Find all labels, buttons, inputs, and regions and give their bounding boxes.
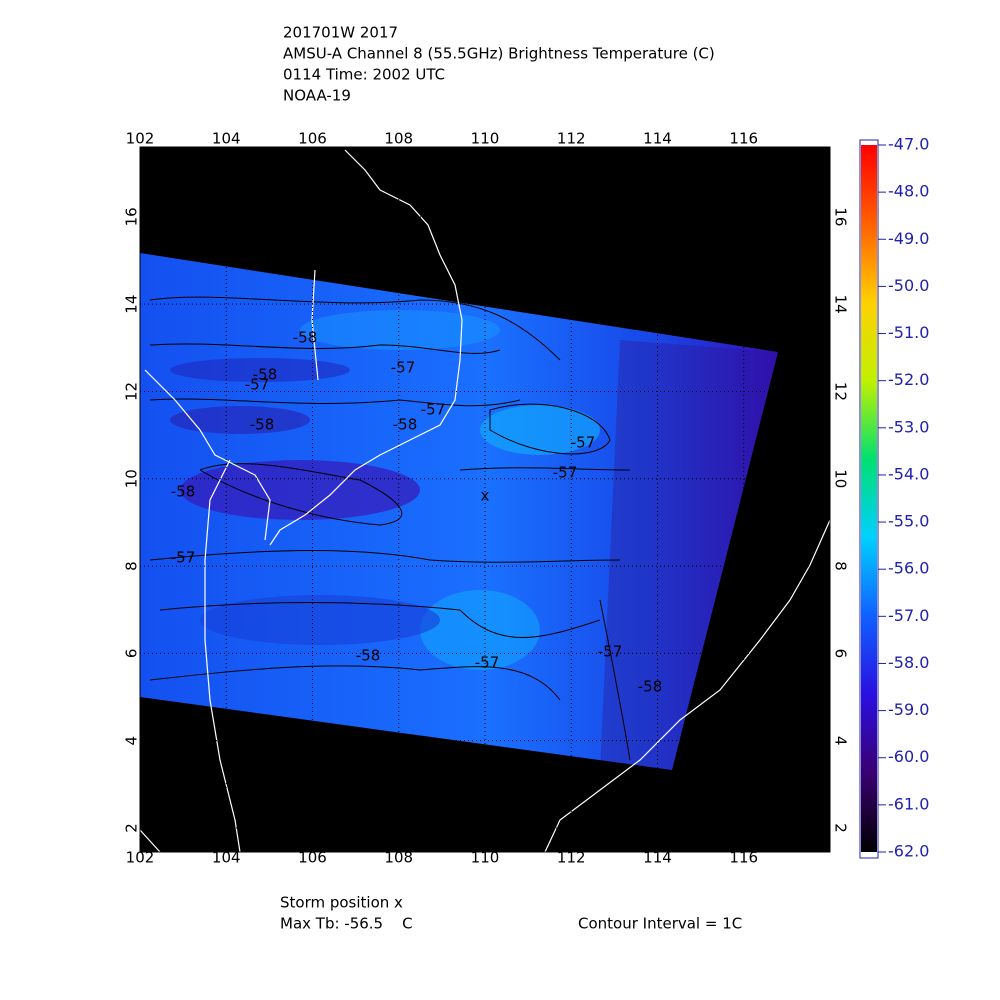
contour-label: -58	[393, 416, 418, 434]
contour-label: -58	[253, 366, 278, 384]
contour-label: -57	[553, 464, 578, 482]
footer-max-tb: Max Tb: -56.5 C	[280, 915, 413, 933]
x-tick-label: 106	[298, 130, 327, 148]
x-tick-label: 112	[557, 130, 586, 148]
header-line: 201701W 2017	[283, 24, 398, 42]
x-tick-label: 108	[384, 849, 413, 867]
y-tick-label: 12	[832, 382, 850, 401]
y-tick-label: 14	[123, 295, 141, 314]
colorbar-frame	[859, 139, 879, 859]
y-tick-label: 6	[832, 649, 850, 659]
colorbar-fill	[861, 145, 877, 852]
x-tick-label: 102	[126, 849, 155, 867]
storm-marker: x	[481, 487, 490, 505]
colorbar: -47.0 -48.0 -49.0 -50.0 -51.0 -52.0 -53.0 -54.0…	[859, 135, 929, 861]
header-line: AMSU-A Channel 8 (55.5GHz) Brightness Te…	[283, 45, 715, 63]
contour-label: -58	[250, 416, 275, 434]
x-tick-label: 110	[471, 130, 500, 148]
colorbar-label: -51.0	[888, 323, 929, 342]
x-tick-label: 114	[643, 849, 672, 867]
x-tick-label: 106	[298, 849, 327, 867]
contour-label: -57	[421, 401, 446, 419]
colorbar-label: -61.0	[888, 794, 929, 813]
contour-label: -57	[391, 359, 416, 377]
x-tick-label: 108	[384, 130, 413, 148]
x-tick-label: 110	[471, 849, 500, 867]
colorbar-label: -48.0	[888, 182, 929, 201]
contour-label: -58	[293, 329, 318, 347]
contour-label: -58	[638, 678, 663, 696]
contour-label: -57	[598, 643, 623, 661]
colorbar-label: -59.0	[888, 700, 929, 719]
colorbar-label: -49.0	[888, 229, 929, 248]
y-tick-label: 14	[832, 295, 850, 314]
contours	[149, 296, 631, 761]
x-tick-label: 116	[729, 130, 758, 148]
y-tick-label: 16	[123, 207, 141, 226]
y-tick-label: 6	[123, 649, 141, 659]
coastline	[140, 149, 830, 852]
footer-contour: Contour Interval = 1C	[578, 915, 742, 933]
grid	[140, 147, 830, 852]
colorbar-label: -50.0	[888, 276, 929, 295]
header-line: 0114 Time: 2002 UTC	[283, 66, 445, 84]
colorbar-label: -52.0	[888, 370, 929, 389]
contour-label: -57	[171, 549, 196, 567]
y-tick-label: 2	[123, 823, 141, 833]
colorbar-label: -58.0	[888, 653, 929, 672]
footer-storm: Storm position x	[280, 894, 403, 912]
colorbar-label: -54.0	[888, 464, 929, 483]
x-tick-label: 116	[729, 849, 758, 867]
colorbar-label: -62.0	[888, 842, 929, 861]
colorbar-label: -57.0	[888, 606, 929, 625]
x-tick-label: 104	[212, 849, 241, 867]
colorbar-label: -60.0	[888, 747, 929, 766]
colorbar-label: -55.0	[888, 512, 929, 531]
x-tick-label: 102	[126, 130, 155, 148]
y-tick-label: 16	[832, 207, 850, 226]
contour-label: -58	[171, 483, 196, 501]
map: 1021021041041061061081081101101121121141…	[123, 130, 850, 867]
swath-pattern	[170, 310, 778, 770]
y-tick-label: 4	[832, 736, 850, 746]
contour-label: -57	[245, 376, 270, 394]
y-tick-label: 8	[832, 561, 850, 571]
colorbar-label: -47.0	[888, 135, 929, 154]
contour-label: -57	[475, 654, 500, 672]
y-tick-label: 4	[123, 736, 141, 746]
y-tick-label: 12	[123, 382, 141, 401]
y-tick-label: 2	[832, 823, 850, 833]
contour-label: -57	[571, 434, 596, 452]
colorbar-label: -53.0	[888, 417, 929, 436]
x-tick-label: 104	[212, 130, 241, 148]
colorbar-label: -56.0	[888, 559, 929, 578]
header-line: NOAA-19	[283, 87, 351, 105]
y-tick-label: 10	[832, 469, 850, 488]
contour-label: -58	[356, 647, 381, 665]
y-tick-label: 10	[123, 469, 141, 488]
y-tick-label: 8	[123, 561, 141, 571]
x-tick-label: 112	[557, 849, 586, 867]
x-tick-label: 114	[643, 130, 672, 148]
